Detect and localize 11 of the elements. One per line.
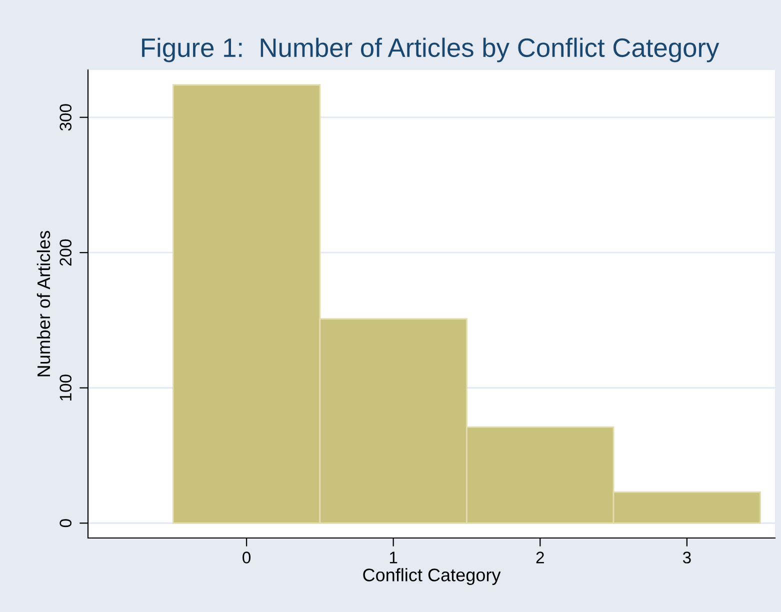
x-tick-label: 3 [682, 552, 691, 564]
x-tick-label: 2 [536, 552, 544, 564]
x-tick-label: 1 [390, 552, 398, 564]
y-tick-label: 100 [60, 374, 72, 400]
y-tick-label: 300 [60, 104, 72, 131]
chart-title: Figure 1: Number of Articles by Conflict Category [142, 38, 720, 62]
x-axis-title: Conflict Category [363, 568, 501, 585]
y-tick-label: 0 [60, 519, 72, 528]
x-tick-label: 0 [242, 552, 251, 564]
y-axis-title: Number of Articles [36, 230, 50, 376]
y-tick-label: 200 [60, 239, 72, 266]
